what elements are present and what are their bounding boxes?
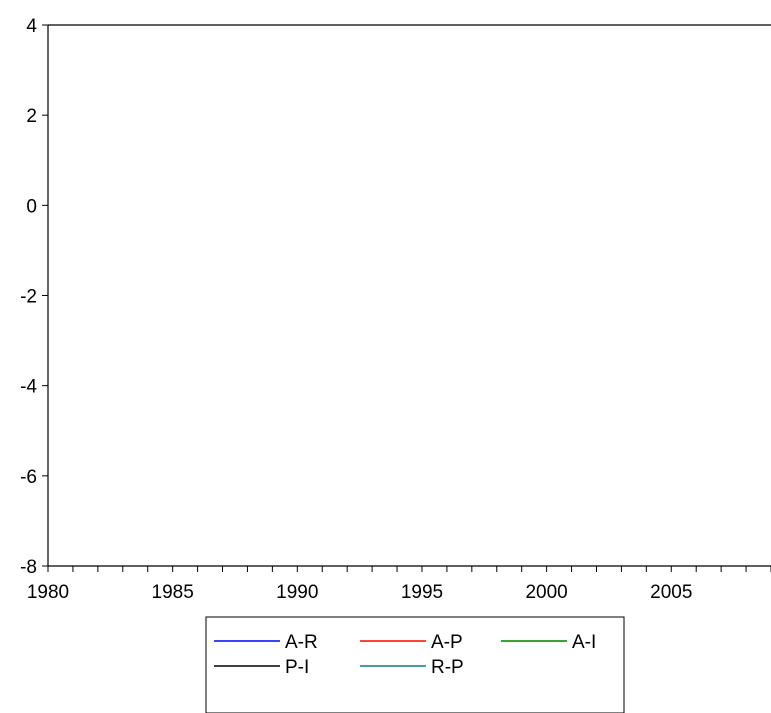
x-tick-label: 1990 [276, 582, 318, 603]
x-tick-label: 1985 [152, 582, 194, 603]
y-tick-label: 0 [26, 196, 37, 217]
x-ticks: 1980 1985 1990 1995 2000 2005 [27, 566, 771, 603]
y-tick-label: 2 [26, 106, 37, 127]
x-tick-label: 1995 [401, 582, 443, 603]
y-tick-label: -6 [20, 467, 37, 488]
x-tick-label: 2000 [525, 582, 567, 603]
legend: A-R A-P A-I P-I R-P [205, 616, 625, 713]
legend-label: A-R [285, 632, 318, 653]
y-ticks: 4 2 0 -2 -4 -6 -8 [20, 16, 48, 578]
y-tick-label: -8 [20, 557, 37, 578]
y-tick-label: 4 [26, 16, 37, 37]
legend-label: A-I [572, 632, 596, 653]
legend-label: P-I [285, 657, 309, 678]
y-tick-label: -2 [20, 287, 37, 308]
x-tick-label: 2005 [650, 582, 692, 603]
legend-box [205, 616, 625, 713]
legend-items: A-R A-P A-I P-I R-P [214, 632, 596, 678]
legend-label: A-P [431, 632, 463, 653]
legend-label: R-P [431, 657, 464, 678]
x-tick-label: 1980 [27, 582, 69, 603]
y-tick-label: -4 [20, 377, 37, 398]
plot-area [47, 24, 771, 567]
